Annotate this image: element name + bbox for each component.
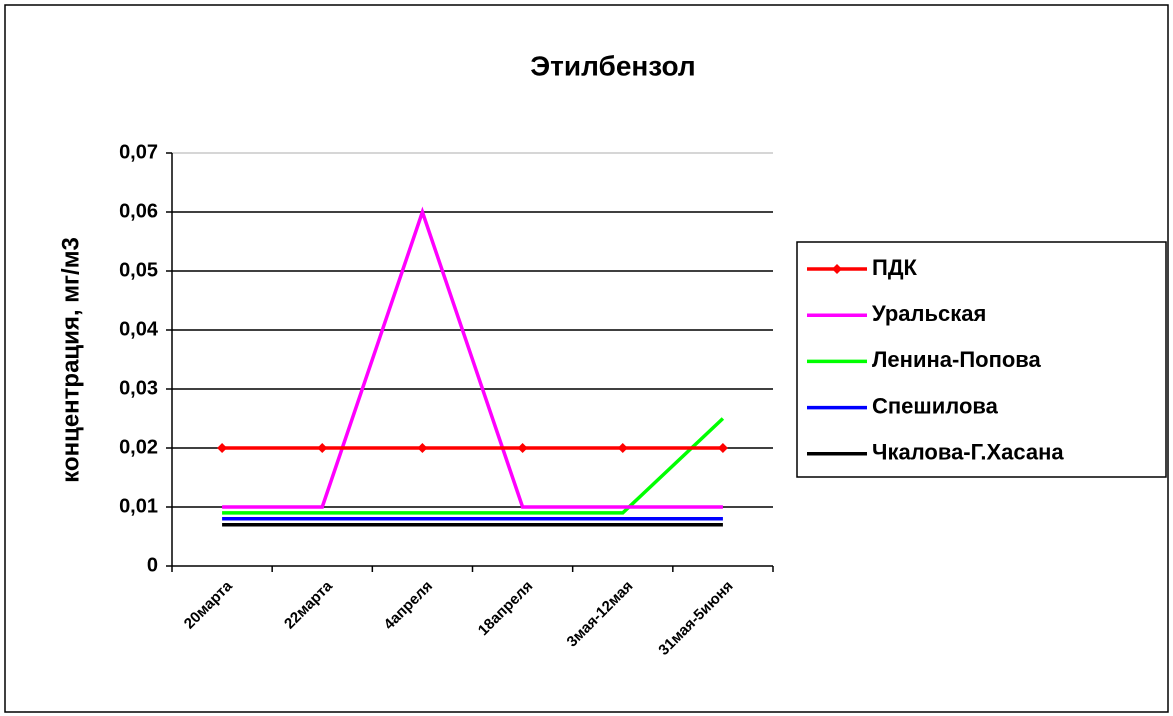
legend-label: ПДК — [872, 255, 917, 280]
marker — [217, 443, 228, 453]
series-line — [222, 417, 725, 515]
marker — [517, 443, 528, 453]
legend-label: Уральская — [872, 301, 986, 326]
y-tick-label: 0,03 — [119, 377, 158, 399]
y-tick-label: 0,06 — [119, 200, 158, 222]
legend-label: Чкалова-Г.Хасана — [872, 440, 1064, 465]
y-tick-label: 0,05 — [119, 259, 158, 281]
chart-title: Этилбензол — [530, 50, 695, 81]
marker — [717, 443, 728, 453]
y-tick-label: 0,04 — [119, 318, 159, 340]
legend-marker — [832, 264, 842, 274]
y-axis-label: концентрация, мг/м3 — [57, 237, 84, 483]
marker — [417, 443, 428, 453]
y-tick-label: 0,01 — [119, 495, 158, 517]
series-line — [222, 206, 723, 509]
y-tick-label: 0 — [147, 554, 158, 576]
y-tick-label: 0,07 — [119, 141, 158, 163]
y-tick-label: 0,02 — [119, 436, 158, 458]
marker — [317, 443, 328, 453]
legend-box — [796, 241, 1167, 478]
marker — [617, 443, 628, 453]
legend-label: Ленина-Попова — [872, 347, 1042, 372]
legend-label: Спешилова — [872, 393, 999, 418]
